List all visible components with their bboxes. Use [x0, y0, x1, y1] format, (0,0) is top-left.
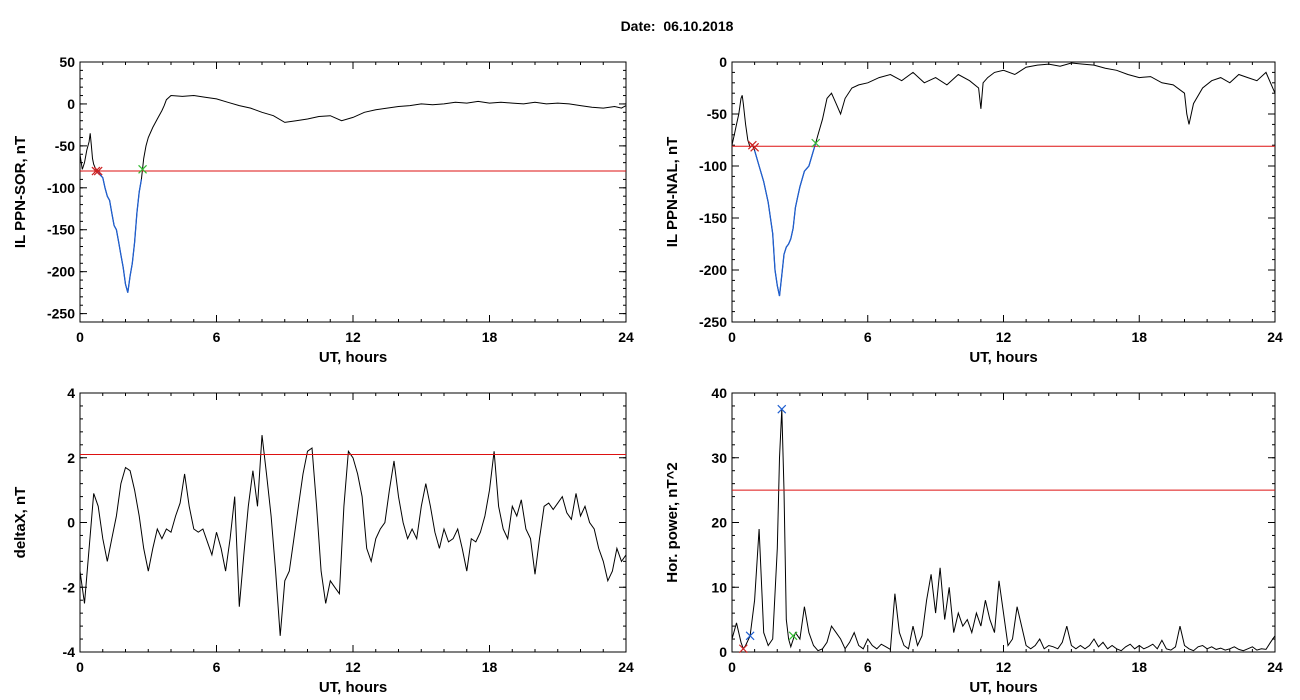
marker-marker_peak-b [777, 404, 787, 414]
x-tick-label: 6 [213, 659, 221, 675]
marker-marker_end-b [811, 138, 821, 148]
x-tick-label: 12 [345, 329, 361, 345]
x-tick-label: 18 [1131, 659, 1147, 675]
y-tick-label: -200 [47, 264, 75, 280]
panel-nal: 0 6 12 18 24 0 -50 -100 -150 -200 -250 UT, hours IL … [664, 54, 1283, 366]
x-tick-label: 18 [1131, 329, 1147, 345]
marker-marker_start-b [93, 166, 103, 176]
x-axis-label: UT, hours [319, 349, 387, 366]
y-tick-label: 10 [711, 579, 727, 595]
x-tick-label: 12 [996, 329, 1012, 345]
x-tick-label: 24 [1267, 659, 1283, 675]
x-tick-label: 0 [76, 329, 84, 345]
y-tick-label: -2 [63, 579, 76, 595]
y-tick-label: 40 [711, 385, 727, 401]
series-line [80, 94, 626, 293]
y-tick-label: -250 [699, 314, 727, 330]
y-tick-label: 0 [67, 96, 75, 112]
y-tick-label: 0 [67, 515, 75, 531]
highlighted-segment [753, 142, 817, 297]
y-tick-label: 50 [59, 54, 75, 70]
y-axis-label: IL PPN-NAL, nT [664, 137, 681, 248]
y-tick-label: -150 [699, 210, 727, 226]
series-line [732, 409, 1275, 652]
y-axis-label: deltaX, nT [12, 487, 29, 559]
y-tick-label: 30 [711, 450, 727, 466]
marker-marker_end-b [788, 631, 798, 641]
x-tick-label: 6 [213, 329, 221, 345]
x-axis-label: UT, hours [969, 679, 1037, 696]
y-tick-label: -100 [47, 180, 75, 196]
series-line [80, 435, 626, 636]
x-tick-label: 18 [482, 329, 498, 345]
x-tick-label: 12 [345, 659, 361, 675]
marker-marker_peak-b [745, 631, 755, 641]
x-tick-label: 0 [728, 659, 736, 675]
figure-title: Date: 06.10.2018 [620, 18, 734, 34]
marker-marker_start-b [91, 166, 101, 176]
y-tick-label: -200 [699, 262, 727, 278]
x-tick-label: 6 [864, 659, 872, 675]
y-tick-label: -250 [47, 306, 75, 322]
marker-marker_start-b [750, 142, 760, 152]
plot-frame [79, 392, 627, 653]
y-tick-label: -100 [699, 158, 727, 174]
y-tick-label: 20 [711, 515, 727, 531]
series-line [732, 62, 1275, 297]
x-tick-label: 0 [728, 329, 736, 345]
y-axis-label: Hor. power, nT^2 [664, 462, 681, 582]
y-tick-label: -4 [63, 644, 76, 660]
x-tick-label: 24 [618, 329, 634, 345]
panel-power: 0 6 12 18 24 40 30 20 10 0 UT, hours Hor. power, nT… [664, 385, 1283, 696]
panel-deltax: 0 6 12 18 24 4 2 0 -2 -4 UT, hours deltaX, nT [12, 385, 634, 696]
y-axis-label: IL PPN-SOR, nT [12, 136, 29, 248]
x-tick-label: 18 [482, 659, 498, 675]
marker-marker_start-b [738, 644, 748, 654]
plot-frame [79, 61, 627, 323]
y-tick-label: 0 [719, 644, 727, 660]
y-tick-label: -50 [55, 138, 75, 154]
y-tick-label: 2 [67, 450, 75, 466]
y-tick-label: -150 [47, 222, 75, 238]
x-tick-label: 6 [864, 329, 872, 345]
x-tick-label: 24 [1267, 329, 1283, 345]
y-tick-label: 0 [719, 54, 727, 70]
marker-marker_end-b [138, 164, 147, 174]
plot-frame [731, 61, 1276, 323]
y-tick-label: -50 [707, 106, 727, 122]
panel-sor: 0 6 12 18 24 50 0 -50 -100 -150 -200 -250 UT, hours I… [12, 54, 634, 366]
x-tick-label: 24 [618, 659, 634, 675]
x-axis-label: UT, hours [319, 679, 387, 696]
x-tick-label: 0 [76, 659, 84, 675]
y-tick-label: 4 [67, 385, 75, 401]
x-tick-label: 12 [996, 659, 1012, 675]
highlighted-segment [97, 170, 143, 293]
x-axis-label: UT, hours [969, 349, 1037, 366]
